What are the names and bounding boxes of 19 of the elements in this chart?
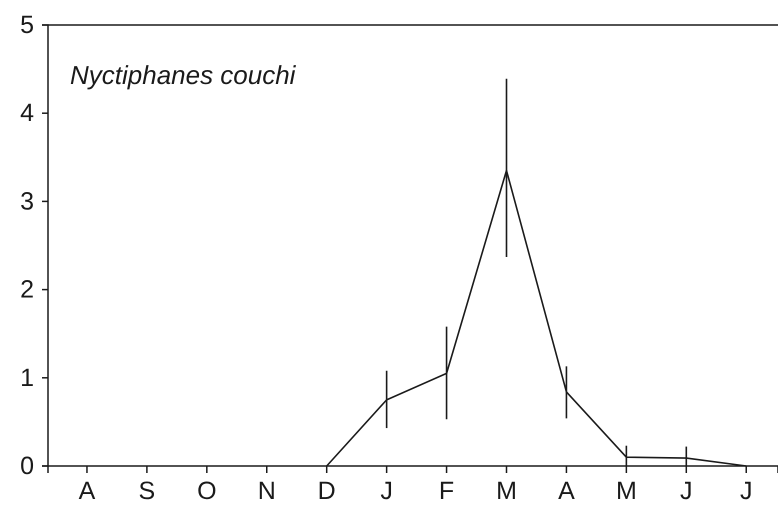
y-tick-label: 0 <box>20 452 34 480</box>
x-tick-label: J <box>680 476 693 505</box>
text: Nyctiphanes couchi <box>70 60 297 90</box>
y-tick-label: 5 <box>20 11 34 39</box>
y-tick-label: 1 <box>20 364 34 392</box>
x-tick-label: N <box>258 476 276 505</box>
x-tick-label: M <box>496 476 517 505</box>
y-tick-label: 4 <box>20 99 34 128</box>
x-tick-label: A <box>558 476 576 505</box>
x-tick-label: M <box>616 476 637 505</box>
x-tick-label: S <box>138 476 156 505</box>
x-tick-label: J <box>740 476 752 505</box>
y-tick-label: 3 <box>20 187 34 216</box>
y-tick-label: 2 <box>20 276 34 304</box>
x-tick-label: J <box>380 476 393 505</box>
x-tick-label: O <box>197 476 217 505</box>
x-tick-label: F <box>438 476 454 505</box>
x-tick-label: D <box>318 476 336 505</box>
x-tick-label: A <box>78 476 96 505</box>
